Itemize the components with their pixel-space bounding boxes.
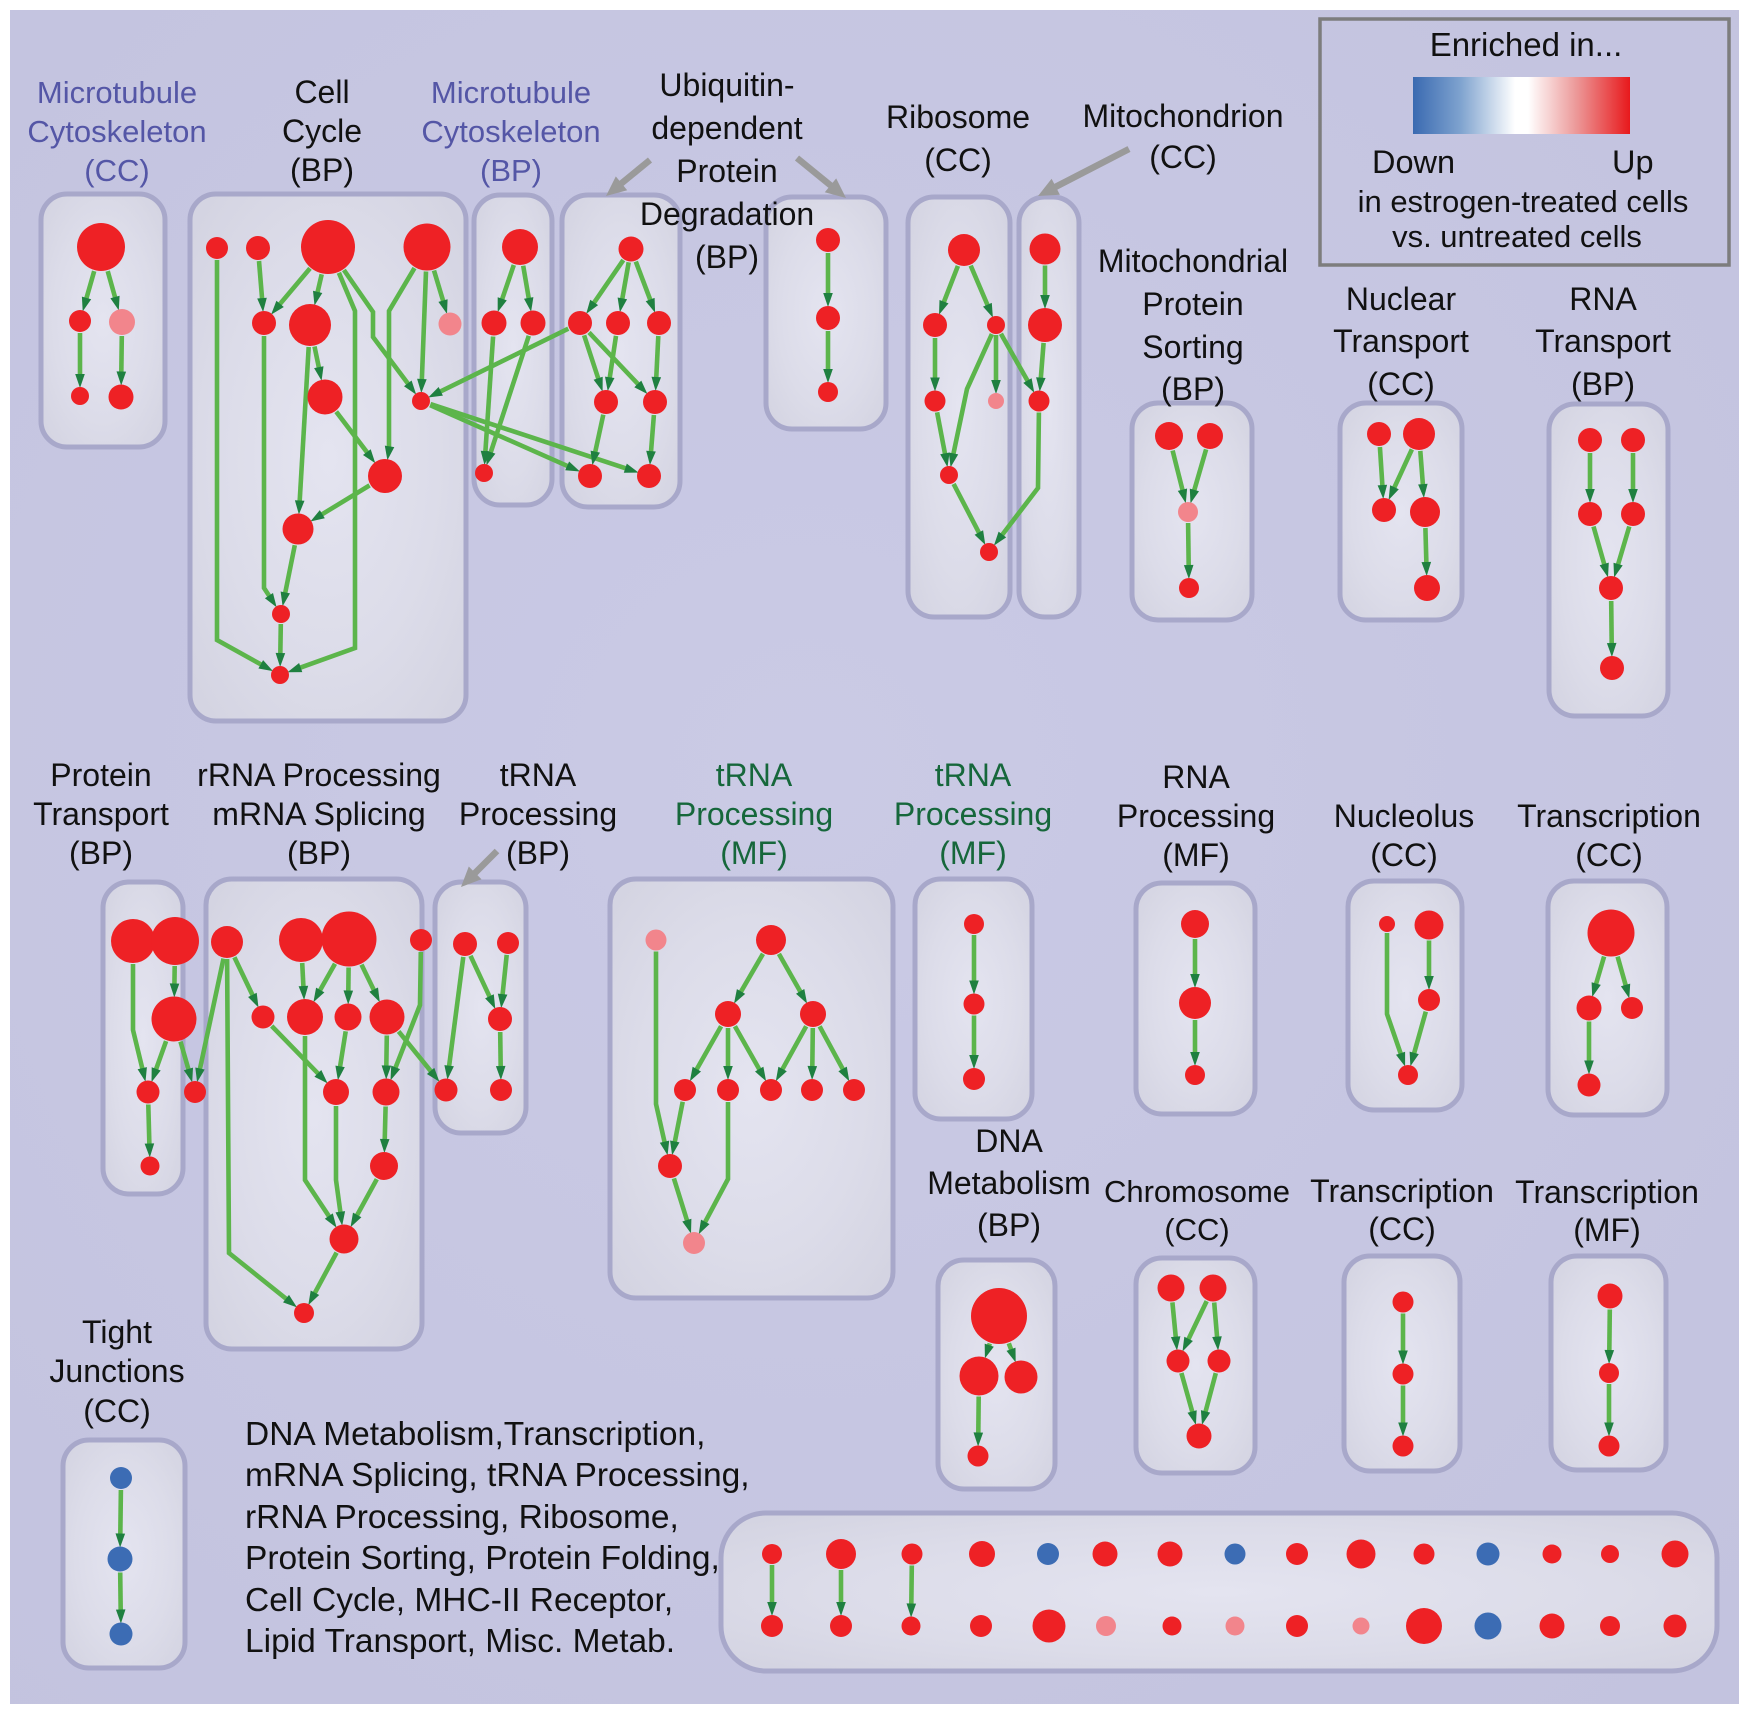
- svg-text:Protein: Protein: [676, 153, 777, 189]
- svg-text:Lipid Transport, Misc. Metab.: Lipid Transport, Misc. Metab.: [245, 1623, 675, 1660]
- svg-text:tRNA: tRNA: [500, 757, 577, 793]
- svg-text:Cell: Cell: [294, 74, 349, 110]
- svg-text:(BP): (BP): [287, 835, 351, 871]
- svg-text:Mitochondrion: Mitochondrion: [1083, 98, 1284, 134]
- svg-text:Ribosome: Ribosome: [886, 99, 1030, 135]
- svg-text:(MF): (MF): [939, 835, 1007, 871]
- svg-text:(MF): (MF): [1162, 837, 1230, 873]
- svg-text:(CC): (CC): [1370, 837, 1438, 873]
- svg-text:Down: Down: [1372, 144, 1455, 180]
- svg-text:Mitochondrial: Mitochondrial: [1098, 243, 1288, 279]
- svg-text:DNA: DNA: [975, 1123, 1043, 1159]
- svg-text:Up: Up: [1612, 144, 1654, 180]
- svg-text:rRNA Processing, Ribosome,: rRNA Processing, Ribosome,: [245, 1499, 679, 1536]
- svg-text:Processing: Processing: [894, 796, 1052, 832]
- svg-text:Nucleolus: Nucleolus: [1334, 798, 1475, 834]
- svg-text:(CC): (CC): [924, 142, 992, 178]
- svg-text:(BP): (BP): [1161, 371, 1225, 407]
- svg-text:Protein Sorting, Protein Foldi: Protein Sorting, Protein Folding,: [245, 1540, 720, 1577]
- svg-text:Junctions: Junctions: [49, 1353, 184, 1389]
- svg-text:Metabolism: Metabolism: [927, 1165, 1091, 1201]
- svg-text:(CC): (CC): [1164, 1212, 1229, 1247]
- svg-text:vs. untreated cells: vs. untreated cells: [1392, 219, 1642, 254]
- svg-text:Tight: Tight: [82, 1314, 152, 1350]
- svg-text:Cytoskeleton: Cytoskeleton: [27, 114, 206, 149]
- svg-text:Microtubule: Microtubule: [37, 75, 197, 110]
- svg-text:Protein: Protein: [50, 757, 151, 793]
- svg-text:(MF): (MF): [1573, 1212, 1641, 1248]
- svg-text:Chromosome: Chromosome: [1104, 1174, 1290, 1209]
- svg-text:DNA Metabolism,Transcription,: DNA Metabolism,Transcription,: [245, 1416, 705, 1453]
- svg-text:Transport: Transport: [33, 796, 169, 832]
- svg-text:rRNA Processing: rRNA Processing: [197, 757, 441, 793]
- svg-text:Processing: Processing: [459, 796, 617, 832]
- svg-text:mRNA Splicing, tRNA Processing: mRNA Splicing, tRNA Processing,: [245, 1457, 750, 1494]
- svg-text:Microtubule: Microtubule: [431, 75, 591, 110]
- svg-text:Transcription: Transcription: [1517, 798, 1701, 834]
- svg-text:(CC): (CC): [84, 153, 149, 188]
- svg-text:Cell Cycle, MHC-II Receptor,: Cell Cycle, MHC-II Receptor,: [245, 1582, 673, 1619]
- svg-text:Cycle: Cycle: [282, 113, 362, 149]
- svg-text:dependent: dependent: [651, 110, 802, 146]
- svg-text:Nuclear: Nuclear: [1346, 281, 1457, 317]
- svg-text:(MF): (MF): [720, 835, 788, 871]
- svg-text:(BP): (BP): [69, 835, 133, 871]
- svg-text:tRNA: tRNA: [935, 757, 1012, 793]
- svg-text:(BP): (BP): [695, 239, 759, 275]
- svg-text:Transcription: Transcription: [1515, 1174, 1699, 1210]
- svg-text:Processing: Processing: [1117, 798, 1275, 834]
- svg-text:(BP): (BP): [506, 835, 570, 871]
- svg-text:Ubiquitin-: Ubiquitin-: [659, 67, 794, 103]
- svg-text:Protein: Protein: [1142, 286, 1243, 322]
- svg-text:Transport: Transport: [1535, 323, 1671, 359]
- svg-text:(CC): (CC): [1575, 837, 1643, 873]
- svg-text:Transport: Transport: [1333, 323, 1469, 359]
- svg-text:(BP): (BP): [290, 152, 354, 188]
- svg-text:Enriched in...: Enriched in...: [1430, 26, 1623, 63]
- svg-text:(CC): (CC): [83, 1393, 151, 1429]
- svg-text:RNA: RNA: [1162, 759, 1230, 795]
- svg-text:in estrogen-treated cells: in estrogen-treated cells: [1358, 184, 1689, 219]
- svg-text:(BP): (BP): [977, 1207, 1041, 1243]
- svg-text:tRNA: tRNA: [716, 757, 793, 793]
- svg-text:Transcription: Transcription: [1310, 1173, 1494, 1209]
- svg-text:(BP): (BP): [1571, 366, 1635, 402]
- svg-text:RNA: RNA: [1569, 281, 1637, 317]
- svg-text:Sorting: Sorting: [1142, 329, 1243, 365]
- svg-text:Cytoskeleton: Cytoskeleton: [421, 114, 600, 149]
- svg-text:(CC): (CC): [1368, 1211, 1436, 1247]
- svg-text:mRNA Splicing: mRNA Splicing: [212, 796, 425, 832]
- svg-text:Processing: Processing: [675, 796, 833, 832]
- svg-text:(CC): (CC): [1367, 366, 1435, 402]
- svg-text:(BP): (BP): [480, 153, 542, 188]
- svg-text:Degradation: Degradation: [640, 196, 814, 232]
- svg-text:(CC): (CC): [1149, 139, 1217, 175]
